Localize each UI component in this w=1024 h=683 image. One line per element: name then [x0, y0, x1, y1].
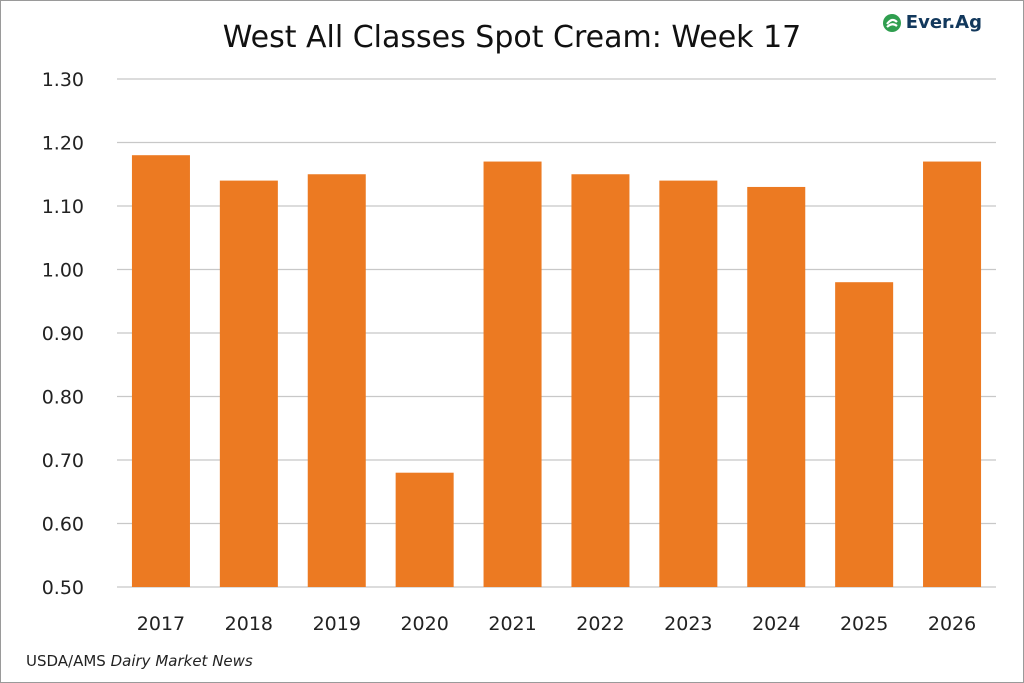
bar-2017 — [131, 155, 190, 587]
bar-2025 — [835, 282, 894, 587]
x-tick-label: 2022 — [576, 613, 624, 635]
bar-2024 — [747, 186, 806, 587]
x-tick-label: 2018 — [225, 613, 273, 635]
source-note: USDA/AMS Dairy Market News — [26, 652, 253, 670]
ever-ag-logo: Ever.Ag — [882, 12, 982, 33]
x-tick-label: 2019 — [313, 613, 361, 635]
bar-2022 — [571, 174, 630, 587]
ever-ag-logo-icon — [882, 13, 901, 32]
x-tick-label: 2021 — [488, 613, 536, 635]
bar-2019 — [307, 174, 366, 587]
x-tick-label: 2025 — [840, 613, 888, 635]
y-tick-label: 1.20 — [42, 133, 84, 155]
ever-ag-logo-text: Ever.Ag — [905, 12, 982, 33]
y-tick-label: 1.10 — [42, 196, 84, 218]
y-tick-label: 0.60 — [42, 514, 84, 536]
bar-2023 — [659, 180, 718, 587]
y-tick-label: 0.70 — [42, 450, 84, 472]
source-publication: Dairy Market News — [110, 652, 253, 670]
bar-2026 — [923, 161, 982, 588]
bar-2021 — [483, 161, 542, 588]
x-tick-label: 2023 — [664, 613, 712, 635]
y-tick-label: 0.80 — [42, 387, 84, 409]
y-tick-label: 1.30 — [42, 69, 84, 91]
y-tick-label: 1.00 — [42, 260, 84, 282]
bar-2020 — [395, 472, 454, 587]
chart-title: West All Classes Spot Cream: Week 17 — [222, 20, 802, 55]
y-tick-label: 0.90 — [42, 323, 84, 345]
source-text: USDA/AMS — [26, 652, 111, 670]
x-tick-label: 2017 — [137, 613, 185, 635]
x-tick-label: 2020 — [400, 613, 448, 635]
x-tick-label: 2024 — [752, 613, 800, 635]
x-tick-label: 2026 — [928, 613, 976, 635]
bar-2018 — [219, 180, 278, 587]
y-tick-label: 0.50 — [42, 577, 84, 599]
